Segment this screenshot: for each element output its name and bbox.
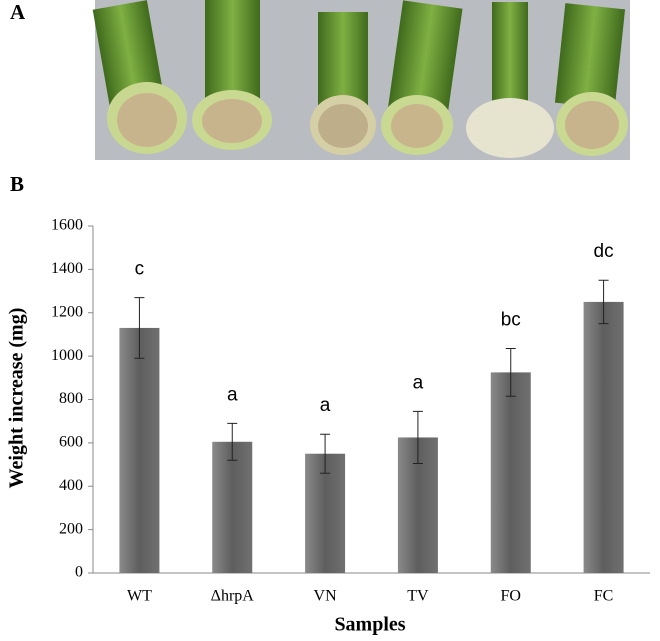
x-tick-label: FC bbox=[594, 588, 614, 605]
stem-photo bbox=[466, 2, 554, 158]
stem-photo bbox=[381, 0, 463, 155]
y-tick-label: 200 bbox=[59, 520, 83, 537]
y-tick-label: 1000 bbox=[51, 347, 83, 364]
y-tick-label: 600 bbox=[59, 434, 83, 451]
significance-label: a bbox=[227, 384, 238, 405]
significance-label: a bbox=[413, 372, 424, 393]
x-tick-label: VN bbox=[314, 588, 338, 605]
bar bbox=[119, 327, 160, 573]
x-tick-label: TV bbox=[407, 588, 429, 605]
x-axis-title: Samples bbox=[334, 614, 405, 636]
y-tick-label: 1400 bbox=[51, 260, 83, 277]
y-tick-label: 400 bbox=[59, 477, 83, 494]
bar bbox=[490, 372, 531, 573]
x-tick-label: WT bbox=[127, 588, 152, 605]
error-bar bbox=[505, 348, 516, 397]
x-tick-label: FO bbox=[501, 588, 521, 605]
y-axis-title: Weight increase (mg) bbox=[6, 308, 28, 489]
y-tick-label: 800 bbox=[59, 390, 83, 407]
significance-label: dc bbox=[594, 241, 614, 262]
x-tick-label: ΔhrpA bbox=[211, 588, 255, 605]
bar bbox=[212, 441, 253, 573]
photo-strip bbox=[92, 0, 630, 160]
error-bar bbox=[227, 422, 238, 461]
stem-photo bbox=[92, 0, 187, 154]
panel-label: B bbox=[10, 172, 24, 196]
error-bar bbox=[134, 297, 145, 359]
error-bar bbox=[412, 410, 423, 464]
y-tick-label: 0 bbox=[75, 564, 83, 581]
stem-photo bbox=[310, 12, 376, 155]
significance-label: bc bbox=[501, 310, 521, 331]
stem-photo bbox=[554, 3, 628, 156]
error-bar bbox=[320, 433, 331, 474]
panel-label: A bbox=[10, 0, 26, 24]
significance-label: c bbox=[135, 259, 145, 280]
error-bar bbox=[598, 279, 609, 325]
bar bbox=[583, 301, 624, 573]
stem-photo bbox=[192, 0, 272, 150]
y-tick-label: 1200 bbox=[51, 303, 83, 320]
significance-label: a bbox=[320, 395, 331, 416]
y-tick-label: 1600 bbox=[51, 217, 83, 234]
